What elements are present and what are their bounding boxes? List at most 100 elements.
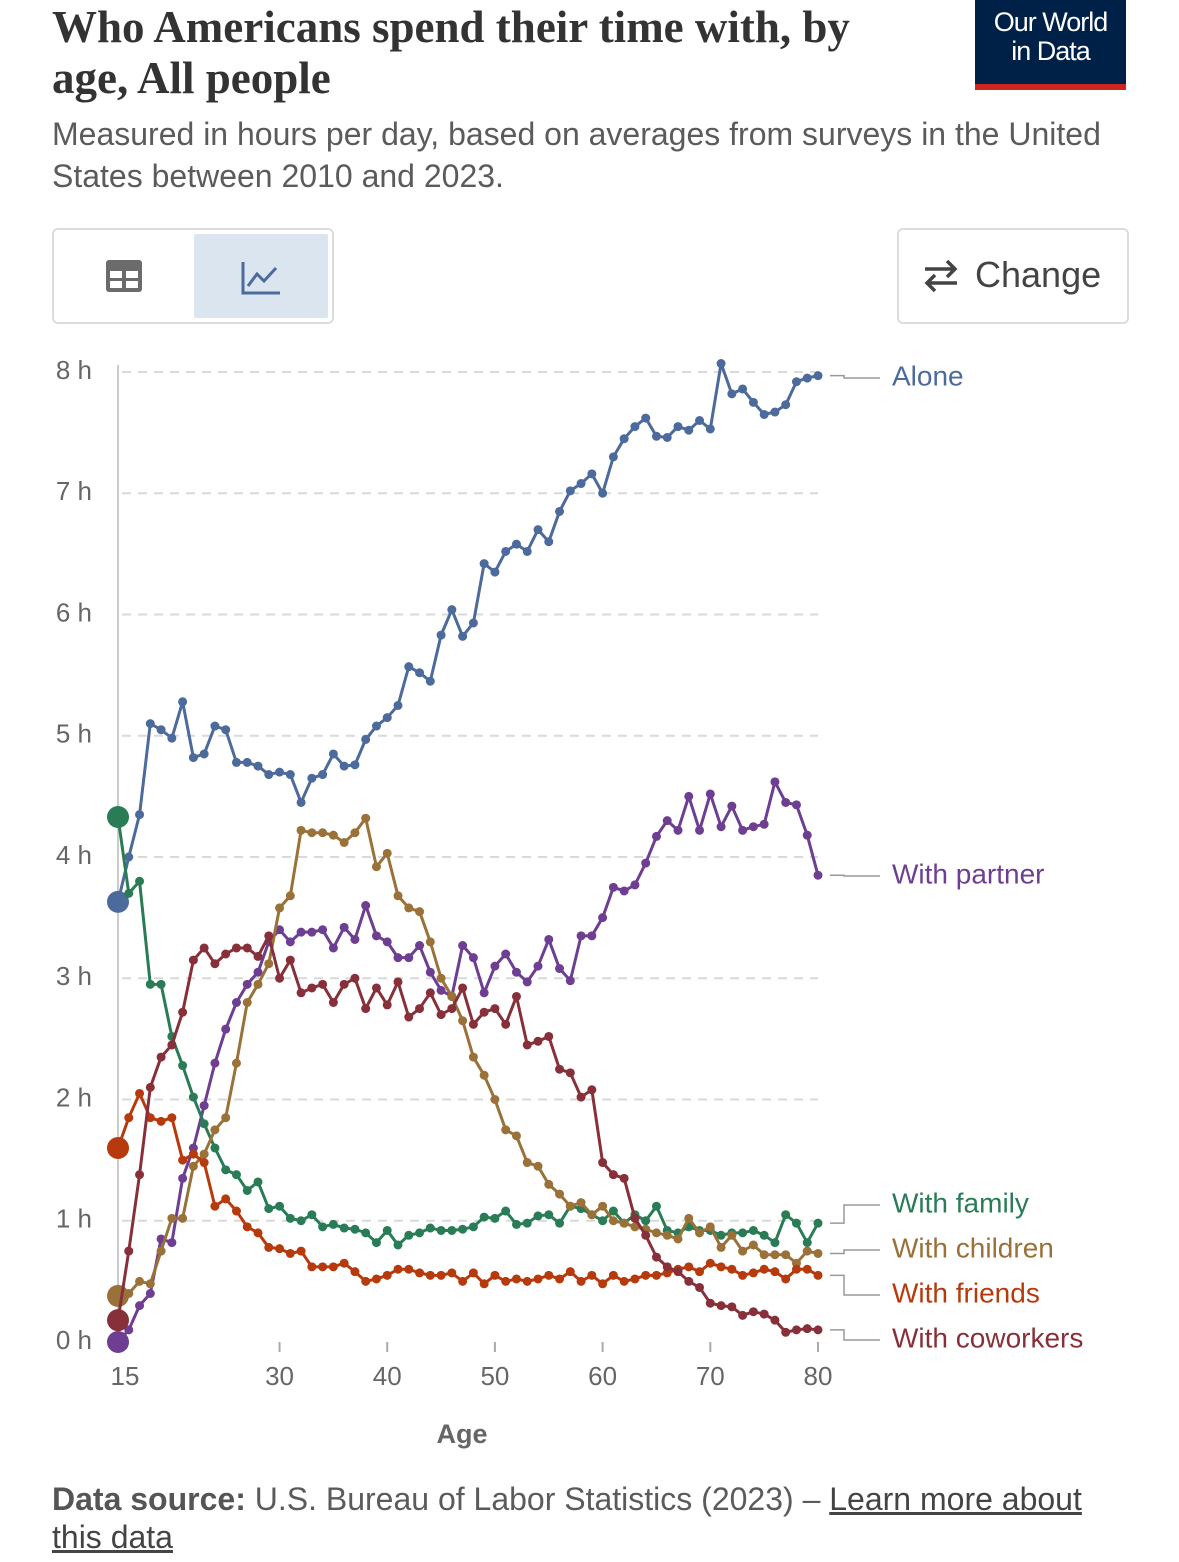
data-point: [791, 1218, 801, 1228]
data-point: [350, 1224, 360, 1234]
data-point: [199, 1158, 209, 1168]
data-point: [404, 1230, 414, 1240]
data-point: [479, 559, 489, 569]
data-point: [748, 1225, 758, 1235]
data-point: [350, 973, 360, 983]
data-point: [339, 761, 349, 771]
data-point: [641, 413, 651, 423]
data-point: [242, 757, 252, 767]
data-point: [630, 1213, 640, 1223]
data-point: [156, 1052, 166, 1062]
data-point: [662, 816, 672, 826]
data-point: [608, 452, 618, 462]
data-point: [770, 1267, 780, 1277]
legend-label: With coworkers: [892, 1322, 1083, 1353]
source-label: Data source:: [52, 1481, 246, 1517]
data-point: [479, 988, 489, 998]
data-point: [781, 1327, 791, 1337]
data-point: [619, 1276, 629, 1286]
data-point: [415, 1268, 425, 1278]
data-point: [199, 1119, 209, 1129]
legend-label: With friends: [892, 1277, 1040, 1308]
data-point: [684, 1213, 694, 1223]
data-point: [458, 983, 468, 993]
view-tabs: [52, 228, 334, 324]
data-point: [705, 1298, 715, 1308]
data-point: [716, 1262, 726, 1272]
data-point: [501, 546, 511, 556]
data-point: [199, 943, 209, 953]
data-point: [404, 953, 414, 963]
data-point: [501, 1125, 511, 1135]
data-point: [221, 1194, 231, 1204]
chart-tab[interactable]: [194, 234, 328, 318]
data-point: [199, 1149, 209, 1159]
y-tick-label: 0 h: [56, 1325, 92, 1355]
change-label: Change: [975, 254, 1102, 295]
data-point: [318, 1222, 328, 1232]
data-point: [651, 431, 661, 441]
data-point: [178, 1173, 188, 1183]
data-point: [393, 891, 403, 901]
data-point: [662, 432, 672, 442]
legend-connector: [830, 374, 880, 379]
data-point: [242, 979, 252, 989]
data-point: [339, 1223, 349, 1233]
data-point: [328, 749, 338, 759]
data-point: [382, 1000, 392, 1010]
change-button[interactable]: Change: [897, 228, 1129, 324]
data-point: [285, 891, 295, 901]
data-point: [759, 409, 769, 419]
source-link[interactable]: Learn more about this data: [52, 1481, 1082, 1555]
data-point: [145, 1289, 155, 1298]
data-point: [307, 773, 317, 783]
data-point: [468, 1268, 478, 1278]
swap-icon: [924, 259, 958, 293]
data-point: [107, 1331, 129, 1353]
data-point: [813, 1218, 823, 1228]
data-point: [608, 1206, 618, 1216]
data-point: [371, 862, 381, 872]
logo[interactable]: Our World in Data: [975, 0, 1126, 90]
data-point: [178, 1155, 188, 1165]
data-point: [361, 734, 371, 744]
source-text: U.S. Bureau of Labor Statistics (2023) –: [254, 1481, 821, 1517]
data-point: [490, 1004, 500, 1014]
data-point: [307, 1210, 317, 1220]
data-point: [479, 1070, 489, 1080]
data-point: [511, 1219, 521, 1229]
table-tab[interactable]: [104, 258, 144, 294]
data-point: [802, 830, 812, 840]
data-point: [501, 949, 511, 959]
data-point: [221, 1165, 231, 1175]
data-point: [608, 1216, 618, 1226]
data-point: [598, 1279, 608, 1289]
data-point: [447, 991, 457, 1001]
x-tick-label: 30: [265, 1361, 294, 1391]
data-point: [544, 1031, 554, 1041]
data-point: [307, 983, 317, 993]
data-point: [285, 937, 295, 947]
data-point: [296, 1216, 306, 1226]
data-point: [296, 797, 306, 807]
data-point: [145, 1082, 155, 1092]
data-point: [759, 1264, 769, 1274]
data-point: [705, 1222, 715, 1232]
data-point: [598, 913, 608, 923]
data-point: [684, 1276, 694, 1286]
data-point: [167, 733, 177, 743]
data-point: [458, 1276, 468, 1286]
data-point: [393, 700, 403, 710]
data-point: [544, 537, 554, 547]
data-point: [565, 976, 575, 986]
data-point: [178, 1213, 188, 1223]
data-point: [748, 397, 758, 407]
data-point: [307, 828, 317, 838]
data-point: [641, 1230, 651, 1240]
x-tick-label: 70: [696, 1361, 725, 1391]
data-point: [705, 789, 715, 799]
data-point: [716, 822, 726, 832]
data-point: [759, 1250, 769, 1260]
data-point: [533, 1211, 543, 1221]
data-point: [781, 400, 791, 410]
